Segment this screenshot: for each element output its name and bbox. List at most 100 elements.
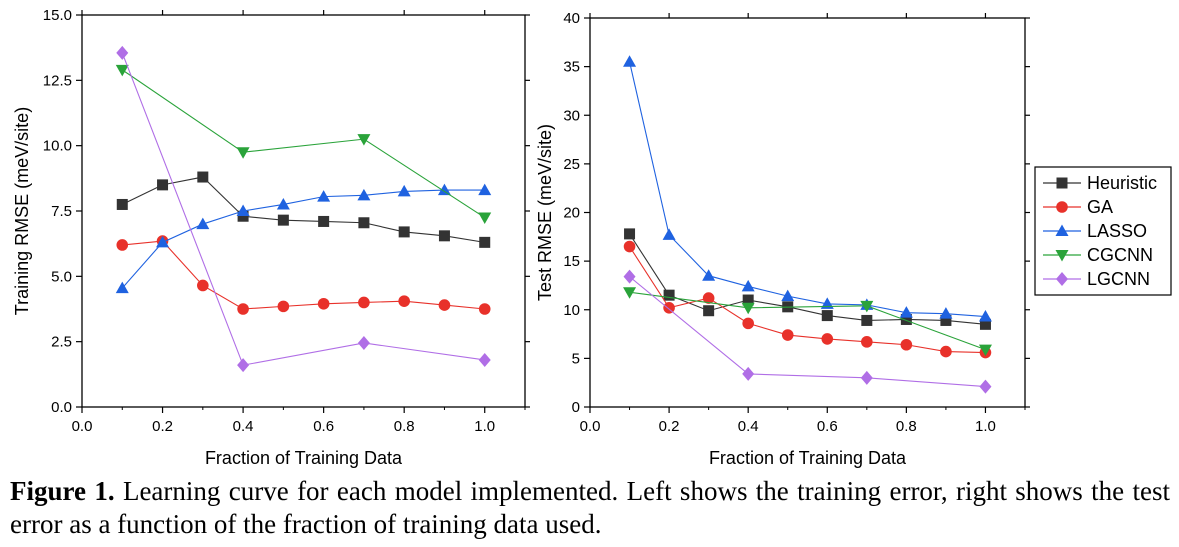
series-line-heuristic bbox=[629, 233, 986, 325]
data-point-ga bbox=[940, 345, 952, 358]
data-point-heuristic bbox=[940, 314, 952, 326]
data-point-heuristic bbox=[861, 314, 873, 326]
series-line-ga bbox=[122, 240, 485, 310]
data-point-heuristic bbox=[398, 226, 410, 238]
data-point-cgcnn bbox=[478, 212, 492, 225]
training-rmse-chart: 0.0 0.2 0.4 0.6 0.8 1.0 0.0 2.5 5.0 7.5 10.0 12.5 15… bbox=[12, 7, 530, 468]
data-point-ga bbox=[398, 295, 410, 307]
y-tick-label: 10.0 bbox=[43, 138, 72, 155]
data-point-heuristic bbox=[624, 228, 636, 240]
legend-entry-lgcnn: LGCNN bbox=[1043, 269, 1150, 289]
data-point-ga bbox=[781, 329, 794, 341]
data-point-heuristic bbox=[318, 215, 330, 227]
legend-entry-cgcnn: CGCNN bbox=[1043, 245, 1153, 265]
series-line-heuristic bbox=[122, 176, 485, 243]
legend-marker bbox=[1056, 177, 1068, 189]
data-point-lgcnn bbox=[623, 269, 636, 284]
plot-frame bbox=[589, 17, 1026, 408]
data-point-cgcnn bbox=[860, 300, 874, 313]
x-tick-label: 0.6 bbox=[817, 418, 838, 435]
data-point-ga bbox=[277, 300, 290, 313]
y-tick-label: 2.5 bbox=[51, 334, 72, 351]
figure-charts: 0.0 0.2 0.4 0.6 0.8 1.0 0.0 2.5 5.0 7.5 10.0 12.5 15… bbox=[12, 7, 1172, 468]
test-rmse-chart: 0.0 0.2 0.4 0.6 0.8 1.0 0 5 10 15 20 25 30 35 40 Fracti… bbox=[535, 10, 1030, 468]
series-cgcnn bbox=[115, 64, 492, 225]
data-point-lasso bbox=[478, 183, 492, 196]
data-point-lasso bbox=[899, 306, 913, 318]
x-tick-label: 0.2 bbox=[659, 418, 680, 435]
data-point-heuristic bbox=[663, 289, 675, 301]
data-point-ga bbox=[821, 333, 834, 345]
data-point-lgcnn bbox=[860, 370, 873, 385]
legend-label: GA bbox=[1087, 197, 1113, 217]
data-point-lasso bbox=[939, 307, 953, 319]
data-point-lasso bbox=[741, 279, 755, 292]
y-tick-label: 20 bbox=[563, 205, 580, 222]
series-line-lgcnn bbox=[121, 52, 485, 366]
x-tick-label: 1.0 bbox=[474, 418, 495, 435]
x-tick-label: 0.8 bbox=[896, 418, 917, 435]
series-line-lasso bbox=[121, 189, 485, 289]
data-point-heuristic bbox=[979, 318, 991, 330]
y-tick-label: 7.5 bbox=[51, 203, 72, 220]
data-point-cgcnn bbox=[115, 64, 129, 77]
data-point-ga bbox=[317, 297, 330, 310]
data-point-heuristic bbox=[479, 236, 491, 248]
data-point-cgcnn bbox=[357, 134, 371, 146]
data-point-lasso bbox=[623, 55, 637, 67]
data-point-lasso bbox=[115, 281, 129, 294]
data-point-heuristic bbox=[277, 214, 289, 226]
data-point-heuristic bbox=[438, 230, 450, 242]
legend-marker bbox=[1055, 224, 1069, 236]
data-point-ga bbox=[237, 303, 249, 315]
series-lgcnn bbox=[116, 45, 491, 373]
y-tick-label: 10 bbox=[563, 302, 580, 319]
legend: Heuristic GA LASSO CGCNN LGCNN bbox=[1034, 166, 1172, 296]
data-point-ga bbox=[663, 302, 675, 314]
legend-label: LGCNN bbox=[1087, 269, 1150, 289]
data-point-cgcnn bbox=[741, 302, 755, 315]
data-point-heuristic bbox=[358, 217, 370, 229]
x-axis-label: Fraction of Training Data bbox=[709, 448, 907, 468]
data-point-lasso bbox=[156, 235, 170, 248]
data-point-heuristic bbox=[237, 210, 249, 222]
series-ga bbox=[116, 235, 491, 315]
data-point-lasso bbox=[702, 269, 716, 281]
legend-label: Heuristic bbox=[1087, 173, 1157, 193]
data-point-ga bbox=[861, 336, 873, 348]
data-point-lasso bbox=[236, 204, 250, 216]
data-point-lasso bbox=[662, 228, 676, 240]
data-point-heuristic bbox=[157, 179, 169, 191]
y-tick-label: 35 bbox=[563, 59, 580, 76]
y-axis-label: Test RMSE (meV/site) bbox=[535, 124, 555, 301]
series-lasso bbox=[115, 183, 492, 294]
series-lgcnn bbox=[623, 269, 992, 394]
legend-marker bbox=[1055, 250, 1069, 262]
data-point-ga bbox=[702, 292, 715, 304]
data-point-lasso bbox=[437, 183, 451, 196]
data-point-ga bbox=[116, 239, 129, 251]
x-axis-label: Fraction of Training Data bbox=[205, 448, 403, 468]
data-point-heuristic bbox=[703, 305, 715, 317]
series-lasso bbox=[623, 55, 992, 322]
data-point-ga bbox=[900, 338, 913, 351]
series-cgcnn bbox=[623, 287, 992, 357]
data-point-heuristic bbox=[900, 313, 912, 325]
series-heuristic bbox=[624, 228, 991, 330]
data-point-ga bbox=[623, 240, 636, 253]
caption-label: Figure 1. bbox=[10, 476, 115, 506]
x-tick-label: 0.0 bbox=[580, 418, 601, 435]
data-point-heuristic bbox=[742, 294, 754, 306]
data-point-lgcnn bbox=[979, 379, 992, 394]
y-tick-label: 5.0 bbox=[51, 268, 72, 285]
x-tick-label: 0.8 bbox=[394, 418, 415, 435]
series-ga bbox=[623, 240, 992, 359]
series-line-cgcnn bbox=[629, 291, 986, 351]
data-point-lgcnn bbox=[116, 45, 129, 60]
data-point-ga bbox=[438, 299, 451, 311]
series-line-lgcnn bbox=[629, 276, 986, 388]
data-point-heuristic bbox=[197, 171, 209, 183]
data-point-lasso bbox=[397, 184, 411, 197]
data-point-lasso bbox=[317, 190, 331, 202]
y-axis-label: Training RMSE (meV/site) bbox=[12, 107, 32, 315]
